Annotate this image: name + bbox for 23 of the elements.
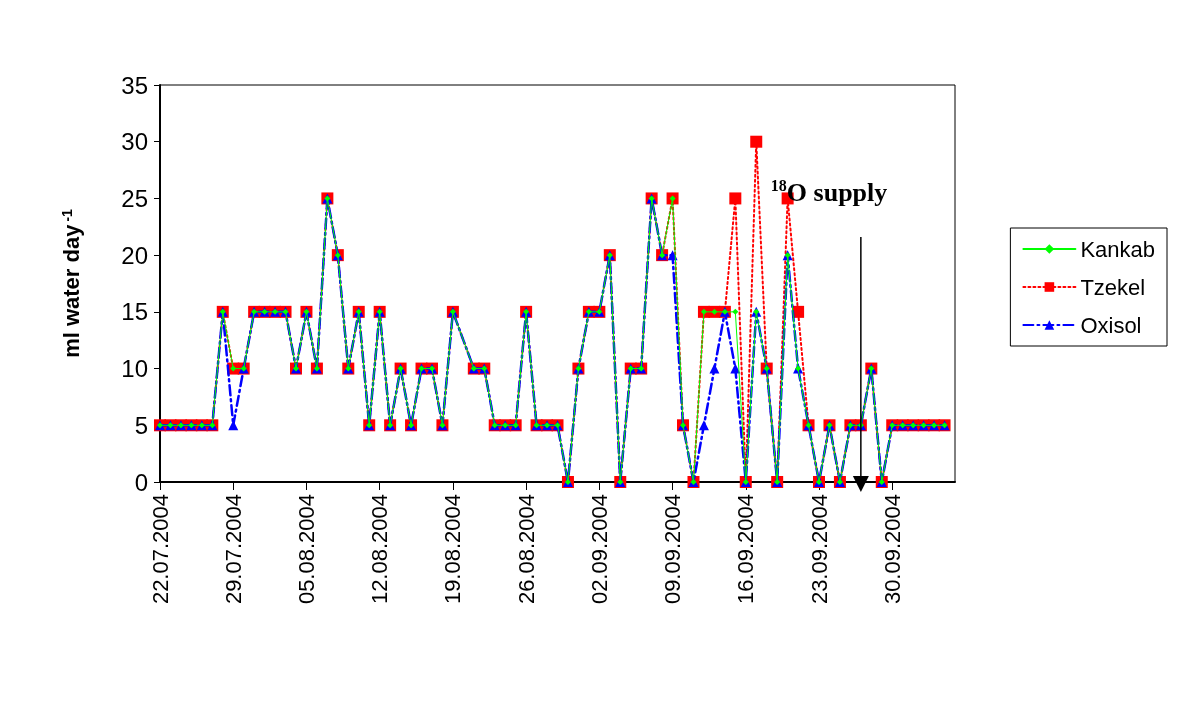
y-tick-label: 25 [121, 184, 148, 212]
x-tick-label: 16.09.2004 [733, 494, 759, 605]
y-tick-label: 10 [121, 355, 148, 383]
y-tick-label: 5 [134, 411, 148, 439]
x-tick-label: 23.09.2004 [806, 494, 832, 605]
x-tick-label: 22.07.2004 [147, 494, 173, 605]
x-tick-label: 29.07.2004 [220, 494, 246, 605]
y-tick-label: 0 [134, 468, 148, 496]
legend-label: Oxisol [1080, 312, 1142, 338]
x-tick-label: 02.09.2004 [586, 494, 612, 605]
x-tick-label: 12.08.2004 [367, 494, 393, 605]
x-tick-label: 05.08.2004 [293, 494, 319, 605]
x-tick-label: 09.09.2004 [660, 494, 686, 605]
x-tick-label: 30.09.2004 [879, 494, 905, 605]
y-tick-label: 15 [121, 298, 148, 326]
y-tick-label: 30 [121, 128, 148, 156]
x-tick-label: 26.08.2004 [513, 494, 539, 605]
legend-label: Tzekel [1080, 274, 1146, 300]
y-axis-title: ml water day-1 [58, 208, 84, 358]
legend-label: Kankab [1080, 236, 1156, 262]
y-tick-label: 20 [121, 241, 148, 269]
y-tick-label: 35 [121, 71, 148, 99]
x-tick-label: 19.08.2004 [440, 494, 466, 605]
